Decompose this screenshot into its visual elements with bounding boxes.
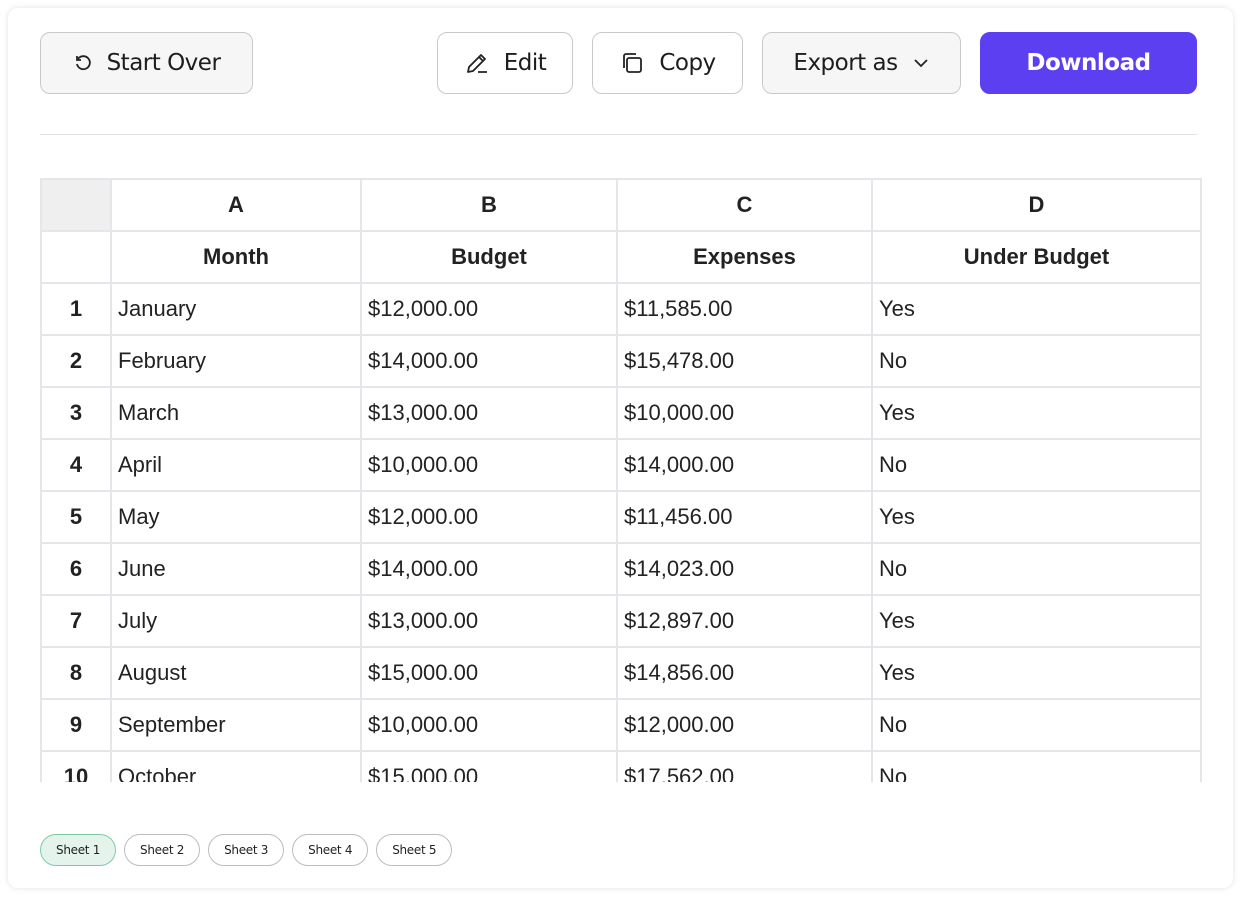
cell[interactable]: April bbox=[110, 438, 362, 492]
spreadsheet: A B C D Month Budget Expenses Under Budget 1 Janu… bbox=[40, 178, 1202, 782]
data-row: 7 July $13,000.00 $12,897.00 Yes bbox=[40, 594, 1202, 648]
cell[interactable]: January bbox=[110, 282, 362, 336]
cell[interactable]: $13,000.00 bbox=[360, 594, 618, 648]
column-letter: C bbox=[616, 178, 873, 232]
cell[interactable]: $10,000.00 bbox=[360, 698, 618, 752]
cell[interactable]: No bbox=[871, 334, 1202, 388]
cell[interactable]: May bbox=[110, 490, 362, 544]
data-row: 10 October $15,000.00 $17,562.00 No bbox=[40, 750, 1202, 782]
row-number: 2 bbox=[40, 334, 112, 388]
cell[interactable]: Yes bbox=[871, 386, 1202, 440]
row-number: 5 bbox=[40, 490, 112, 544]
data-row: 5 May $12,000.00 $11,456.00 Yes bbox=[40, 490, 1202, 544]
row-number: 4 bbox=[40, 438, 112, 492]
row-number: 10 bbox=[40, 750, 112, 782]
column-letter: B bbox=[360, 178, 618, 232]
data-row: 3 March $13,000.00 $10,000.00 Yes bbox=[40, 386, 1202, 440]
header-cell: Under Budget bbox=[871, 230, 1202, 284]
button-label: Export as bbox=[793, 50, 898, 76]
cell[interactable]: Yes bbox=[871, 282, 1202, 336]
button-label: Start Over bbox=[106, 50, 221, 76]
row-number: 9 bbox=[40, 698, 112, 752]
cell[interactable]: $12,000.00 bbox=[616, 698, 873, 752]
cell[interactable]: $14,023.00 bbox=[616, 542, 873, 596]
sheet-tab[interactable]: Sheet 4 bbox=[292, 834, 369, 866]
pencil-icon bbox=[466, 54, 487, 73]
data-row: 4 April $10,000.00 $14,000.00 No bbox=[40, 438, 1202, 492]
reset-icon bbox=[75, 55, 91, 71]
cell[interactable]: $11,585.00 bbox=[616, 282, 873, 336]
data-row: 9 September $10,000.00 $12,000.00 No bbox=[40, 698, 1202, 752]
cell[interactable]: $14,856.00 bbox=[616, 646, 873, 700]
button-label: Copy bbox=[659, 50, 716, 76]
sheet-tab[interactable]: Sheet 3 bbox=[208, 834, 285, 866]
cell[interactable]: $12,000.00 bbox=[360, 490, 618, 544]
data-row: 1 January $12,000.00 $11,585.00 Yes bbox=[40, 282, 1202, 336]
cell[interactable]: Yes bbox=[871, 646, 1202, 700]
divider bbox=[40, 134, 1197, 135]
header-cell: Expenses bbox=[616, 230, 873, 284]
cell[interactable]: $11,456.00 bbox=[616, 490, 873, 544]
sheet-tab[interactable]: Sheet 5 bbox=[376, 834, 453, 866]
cell[interactable]: June bbox=[110, 542, 362, 596]
copy-button[interactable]: Copy bbox=[592, 32, 743, 94]
data-row: 8 August $15,000.00 $14,856.00 Yes bbox=[40, 646, 1202, 700]
cell[interactable]: February bbox=[110, 334, 362, 388]
cell[interactable]: No bbox=[871, 542, 1202, 596]
cell[interactable]: $14,000.00 bbox=[616, 438, 873, 492]
header-row: Month Budget Expenses Under Budget bbox=[40, 230, 1202, 284]
copy-icon bbox=[623, 53, 643, 73]
row-number: 6 bbox=[40, 542, 112, 596]
row-number: 1 bbox=[40, 282, 112, 336]
download-button[interactable]: Download bbox=[980, 32, 1197, 94]
cell[interactable]: $13,000.00 bbox=[360, 386, 618, 440]
edit-button[interactable]: Edit bbox=[437, 32, 573, 94]
row-number: 8 bbox=[40, 646, 112, 700]
button-label: Edit bbox=[503, 50, 547, 76]
cell[interactable]: $10,000.00 bbox=[616, 386, 873, 440]
row-number: 3 bbox=[40, 386, 112, 440]
cell[interactable]: October bbox=[110, 750, 362, 782]
header-cell: Budget bbox=[360, 230, 618, 284]
cell[interactable]: Yes bbox=[871, 490, 1202, 544]
cell[interactable]: Yes bbox=[871, 594, 1202, 648]
cell[interactable]: September bbox=[110, 698, 362, 752]
table-container: A B C D Month Budget Expenses Under Budget 1 Janu… bbox=[40, 178, 1202, 782]
button-label: Download bbox=[1026, 50, 1151, 76]
row-number: 7 bbox=[40, 594, 112, 648]
row-number-cell bbox=[40, 230, 112, 284]
cell[interactable]: $17,562.00 bbox=[616, 750, 873, 782]
sheet-tab[interactable]: Sheet 2 bbox=[124, 834, 201, 866]
start-over-button[interactable]: Start Over bbox=[40, 32, 253, 94]
chevron-icon bbox=[913, 59, 928, 68]
cell[interactable]: No bbox=[871, 750, 1202, 782]
cell[interactable]: $12,897.00 bbox=[616, 594, 873, 648]
cell[interactable]: $10,000.00 bbox=[360, 438, 618, 492]
cell[interactable]: $15,000.00 bbox=[360, 750, 618, 782]
cell[interactable]: $15,000.00 bbox=[360, 646, 618, 700]
data-row: 2 February $14,000.00 $15,478.00 No bbox=[40, 334, 1202, 388]
corner-cell bbox=[40, 178, 112, 232]
column-letter: D bbox=[871, 178, 1202, 232]
export-button[interactable]: Export as bbox=[762, 32, 961, 94]
cell[interactable]: July bbox=[110, 594, 362, 648]
data-row: 6 June $14,000.00 $14,023.00 No bbox=[40, 542, 1202, 596]
header-cell: Month bbox=[110, 230, 362, 284]
cell[interactable]: $14,000.00 bbox=[360, 542, 618, 596]
cell[interactable]: No bbox=[871, 698, 1202, 752]
cell[interactable]: $14,000.00 bbox=[360, 334, 618, 388]
cell[interactable]: $15,478.00 bbox=[616, 334, 873, 388]
cell[interactable]: $12,000.00 bbox=[360, 282, 618, 336]
sheet-tab[interactable]: Sheet 1 bbox=[40, 834, 117, 866]
column-letter: A bbox=[110, 178, 362, 232]
cell[interactable]: August bbox=[110, 646, 362, 700]
sheet-tabs: Sheet 1 Sheet 2 Sheet 3 Sheet 4 Sheet 5 bbox=[40, 834, 453, 866]
cell[interactable]: No bbox=[871, 438, 1202, 492]
card: Start Over Edit Copy Export as Download … bbox=[8, 8, 1233, 888]
cell[interactable]: March bbox=[110, 386, 362, 440]
